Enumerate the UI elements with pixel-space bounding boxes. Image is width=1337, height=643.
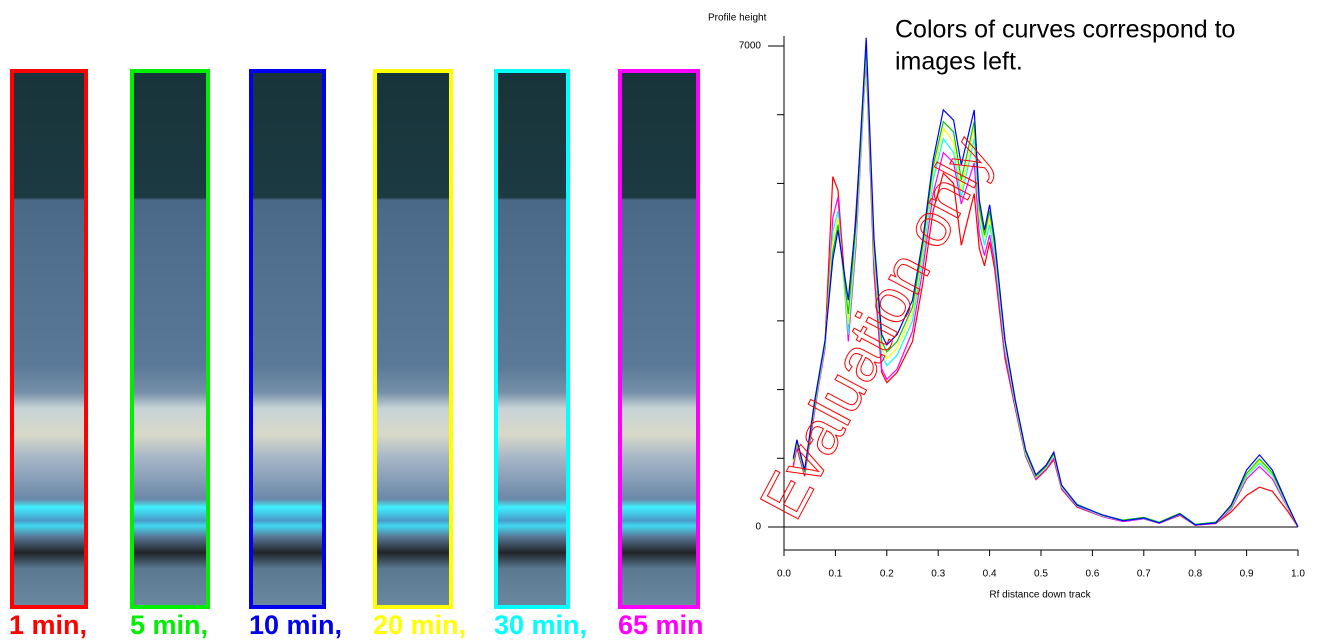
x-tick-label: 0.9 xyxy=(1240,569,1254,580)
y-axis-title: Profile height xyxy=(708,13,767,24)
plate-image xyxy=(498,72,566,606)
plate-border xyxy=(494,69,570,609)
x-tick-label: 0.6 xyxy=(1085,569,1099,580)
y-tick-label: 0 xyxy=(755,522,761,533)
x-tick-label: 0.2 xyxy=(880,569,894,580)
x-tick-label: 0.1 xyxy=(828,569,842,580)
plate-label: 30 min, xyxy=(494,610,587,640)
x-tick-label: 0.7 xyxy=(1137,569,1151,580)
x-tick-label: 0.3 xyxy=(931,569,945,580)
plate-image xyxy=(622,72,696,606)
plate-image xyxy=(134,72,206,606)
x-tick-label: 0.4 xyxy=(983,569,997,580)
plate-label: 5 min, xyxy=(130,610,208,640)
plates: 1 min, 5 min, 10 min, 20 min, 30 min, 65 min xyxy=(9,69,704,640)
y-tick-label: 7000 xyxy=(739,41,762,52)
annotation: Colors of curves correspond to xyxy=(895,16,1235,44)
plate-image xyxy=(14,72,84,606)
x-tick-label: 0.0 xyxy=(777,569,791,580)
plate-border xyxy=(373,69,453,609)
watermark: Evaluation only xyxy=(747,126,1005,530)
plate-border xyxy=(618,69,700,609)
x-tick-label: 0.8 xyxy=(1188,569,1202,580)
chart: Profile height Rf distance down track Co… xyxy=(708,13,1305,601)
x-tick-label: 0.5 xyxy=(1034,569,1048,580)
annotation: images left. xyxy=(895,48,1023,76)
plate-border xyxy=(10,69,88,609)
x-tick-label: 1.0 xyxy=(1291,569,1305,580)
plate-image xyxy=(377,72,449,606)
plate-label: 20 min, xyxy=(373,610,466,640)
plate-label: 10 min, xyxy=(249,610,342,640)
plate-border xyxy=(130,69,210,609)
plate-label: 65 min xyxy=(618,610,704,640)
plate-border xyxy=(249,69,326,609)
curve xyxy=(792,37,1299,528)
plate-image xyxy=(253,72,322,606)
plate-label: 1 min, xyxy=(9,610,87,640)
x-axis-title: Rf distance down track xyxy=(989,590,1091,601)
